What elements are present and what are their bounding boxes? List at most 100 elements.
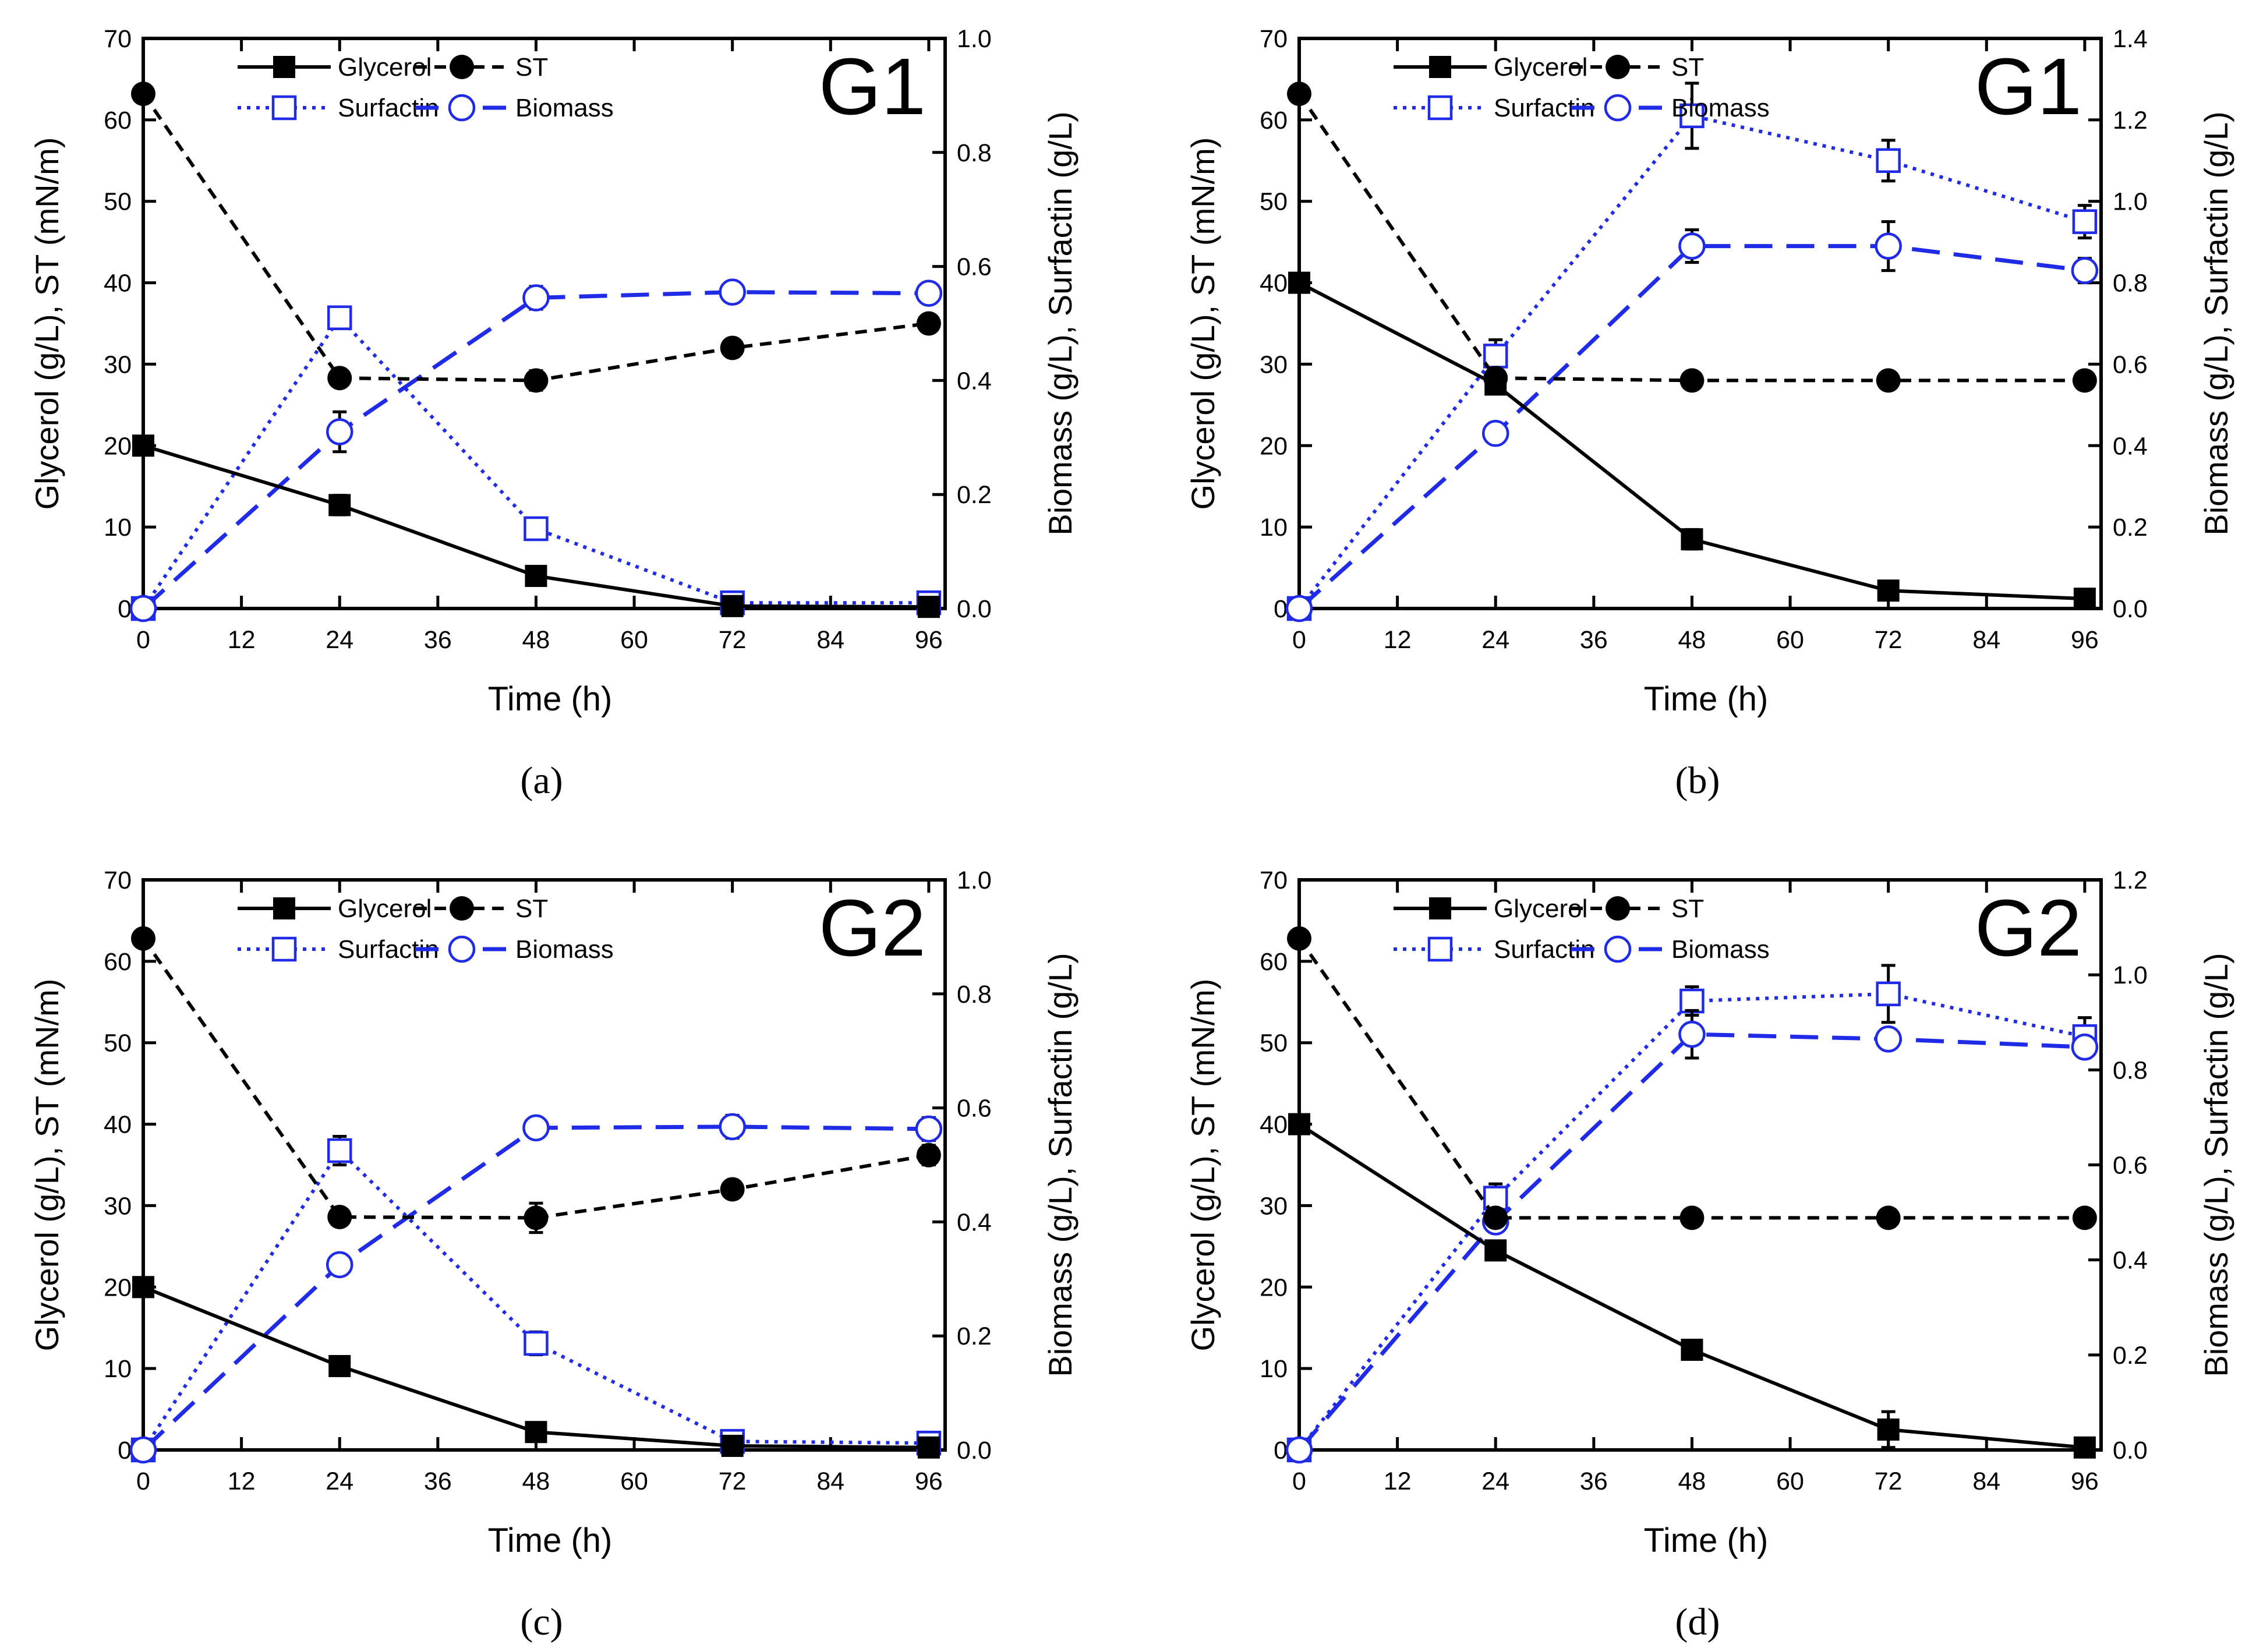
x-tick-label: 36	[1580, 626, 1608, 654]
y-left-tick-label: 30	[1260, 351, 1288, 378]
x-tick-label: 84	[1972, 1467, 2000, 1495]
y-right-tick-label: 1.0	[957, 25, 992, 53]
series-st	[1287, 926, 2097, 1230]
series-biomass	[129, 1113, 943, 1464]
legend-label-st: ST	[1671, 53, 1704, 82]
series-line-st	[142, 93, 929, 383]
data-point-glycerol	[2073, 588, 2096, 610]
x-tick-label: 12	[228, 1467, 256, 1495]
series-line-surfactin	[142, 316, 929, 610]
data-point-biomass	[326, 418, 353, 445]
x-axis-ticks: 0 12 24 36 48 60 72 84 96	[1292, 38, 2099, 654]
series-glycerol	[132, 434, 940, 618]
x-tick-label: 96	[915, 626, 943, 654]
y-right-tick-label: 0.8	[2113, 1056, 2148, 1084]
y-right-tick-label: 0.0	[957, 1437, 992, 1464]
data-point-glycerol	[1877, 1418, 1900, 1441]
legend-label-st: ST	[515, 53, 548, 82]
legend-marker-surfactin	[271, 936, 297, 962]
series-glycerol	[1288, 1113, 2096, 1459]
data-point-biomass	[1875, 1025, 1902, 1053]
data-point-biomass	[1481, 420, 1509, 447]
data-point-glycerol	[1484, 373, 1507, 396]
y-right-tick-label: 0.4	[957, 1208, 992, 1236]
y-left-tick-label: 20	[104, 432, 132, 460]
y-right-axis-title: Biomass (g/L), Surfactin (g/L)	[2198, 111, 2234, 535]
x-axis-title: Time (h)	[488, 680, 613, 718]
data-point-biomass	[326, 1251, 353, 1279]
x-tick-label: 84	[816, 626, 844, 654]
series-line-st	[1297, 937, 2085, 1220]
data-point-biomass	[522, 1114, 550, 1142]
y-right-tick-label: 0.0	[2113, 1437, 2148, 1464]
legend-marker-surfactin	[271, 95, 297, 121]
y-left-tick-label: 0	[1274, 595, 1288, 623]
y-left-tick-label: 60	[1260, 107, 1288, 135]
x-tick-label: 60	[1776, 1467, 1804, 1495]
y-left-tick-label: 30	[104, 1192, 132, 1220]
data-point-glycerol	[1484, 1239, 1507, 1262]
data-point-glycerol	[525, 1421, 547, 1444]
data-point-glycerol	[917, 596, 940, 618]
data-point-biomass	[1678, 1020, 1706, 1048]
x-axis-ticks: 0 12 24 36 48 60 72 84 96	[1292, 880, 2099, 1495]
x-tick-label: 12	[1384, 1467, 1412, 1495]
legend-label-biomass: Biomass	[515, 935, 614, 964]
legend-marker-biomass	[1604, 935, 1632, 963]
panel-tag: G1	[819, 42, 926, 132]
data-point-st	[524, 368, 549, 393]
y-right-tick-label: 0.0	[957, 595, 992, 623]
series-biomass	[1285, 220, 2099, 622]
y-right-tick-label: 0.2	[957, 481, 992, 509]
data-point-st	[1876, 368, 1901, 393]
axes: 0 12 24 36 48 60 72 84 960102030405060700.00.20.…	[104, 25, 992, 654]
x-axis-title: Time (h)	[488, 1522, 613, 1559]
x-tick-label: 60	[620, 1467, 648, 1495]
x-tick-label: 36	[1580, 1467, 1608, 1495]
data-point-biomass	[1875, 232, 1902, 260]
plot-frame	[1297, 37, 2103, 610]
data-point-st	[131, 82, 155, 107]
legend-marker-surfactin	[1427, 95, 1453, 121]
y-left-tick-label: 60	[1260, 948, 1288, 976]
data-point-biomass	[1678, 232, 1706, 260]
y-left-tick-label: 40	[1260, 270, 1288, 298]
y-right-tick-label: 1.0	[2113, 961, 2148, 989]
data-point-st	[131, 926, 155, 951]
y-left-tick-label: 20	[1260, 1274, 1288, 1301]
x-tick-label: 24	[326, 1467, 353, 1495]
data-point-st	[2072, 368, 2097, 393]
series-st	[131, 926, 941, 1234]
legend-marker-st	[1606, 896, 1630, 921]
y-left-axis-title: Glycerol (g/L), ST (mN/m)	[1184, 137, 1221, 510]
x-tick-label: 48	[1678, 1467, 1706, 1495]
data-point-glycerol	[525, 565, 547, 588]
panel-tag: G1	[1975, 42, 2082, 132]
data-point-st	[524, 1205, 549, 1230]
x-tick-label: 12	[1384, 626, 1412, 654]
y-left-tick-label: 50	[104, 188, 132, 216]
legend-marker-glycerol	[1429, 56, 1451, 78]
data-point-glycerol	[1288, 1113, 1310, 1135]
y-right-axis-ticks: 0.0 0.2 0.4 0.6 0.8 1.0	[932, 25, 992, 623]
data-point-biomass	[719, 1113, 746, 1141]
legend-label-st: ST	[515, 894, 548, 923]
data-point-surfactin	[1679, 103, 1705, 129]
y-left-tick-label: 70	[104, 866, 132, 894]
data-point-st	[916, 1142, 941, 1168]
y-left-tick-label: 60	[104, 107, 132, 135]
y-left-tick-label: 40	[104, 1111, 132, 1139]
y-left-tick-label: 70	[104, 25, 132, 53]
data-point-biomass	[2071, 257, 2099, 284]
x-tick-label: 84	[816, 1467, 844, 1495]
plot-frame	[142, 37, 947, 610]
data-point-st	[1287, 82, 1311, 107]
x-tick-label: 96	[2071, 1467, 2099, 1495]
x-tick-label: 0	[136, 626, 150, 654]
series-line-glycerol	[1298, 281, 2085, 601]
y-left-tick-label: 30	[104, 351, 132, 378]
y-right-axis-ticks: 0.0 0.2 0.4 0.6 0.8 1.0	[932, 866, 992, 1464]
y-left-axis-title: Glycerol (g/L), ST (mN/m)	[1184, 979, 1221, 1352]
